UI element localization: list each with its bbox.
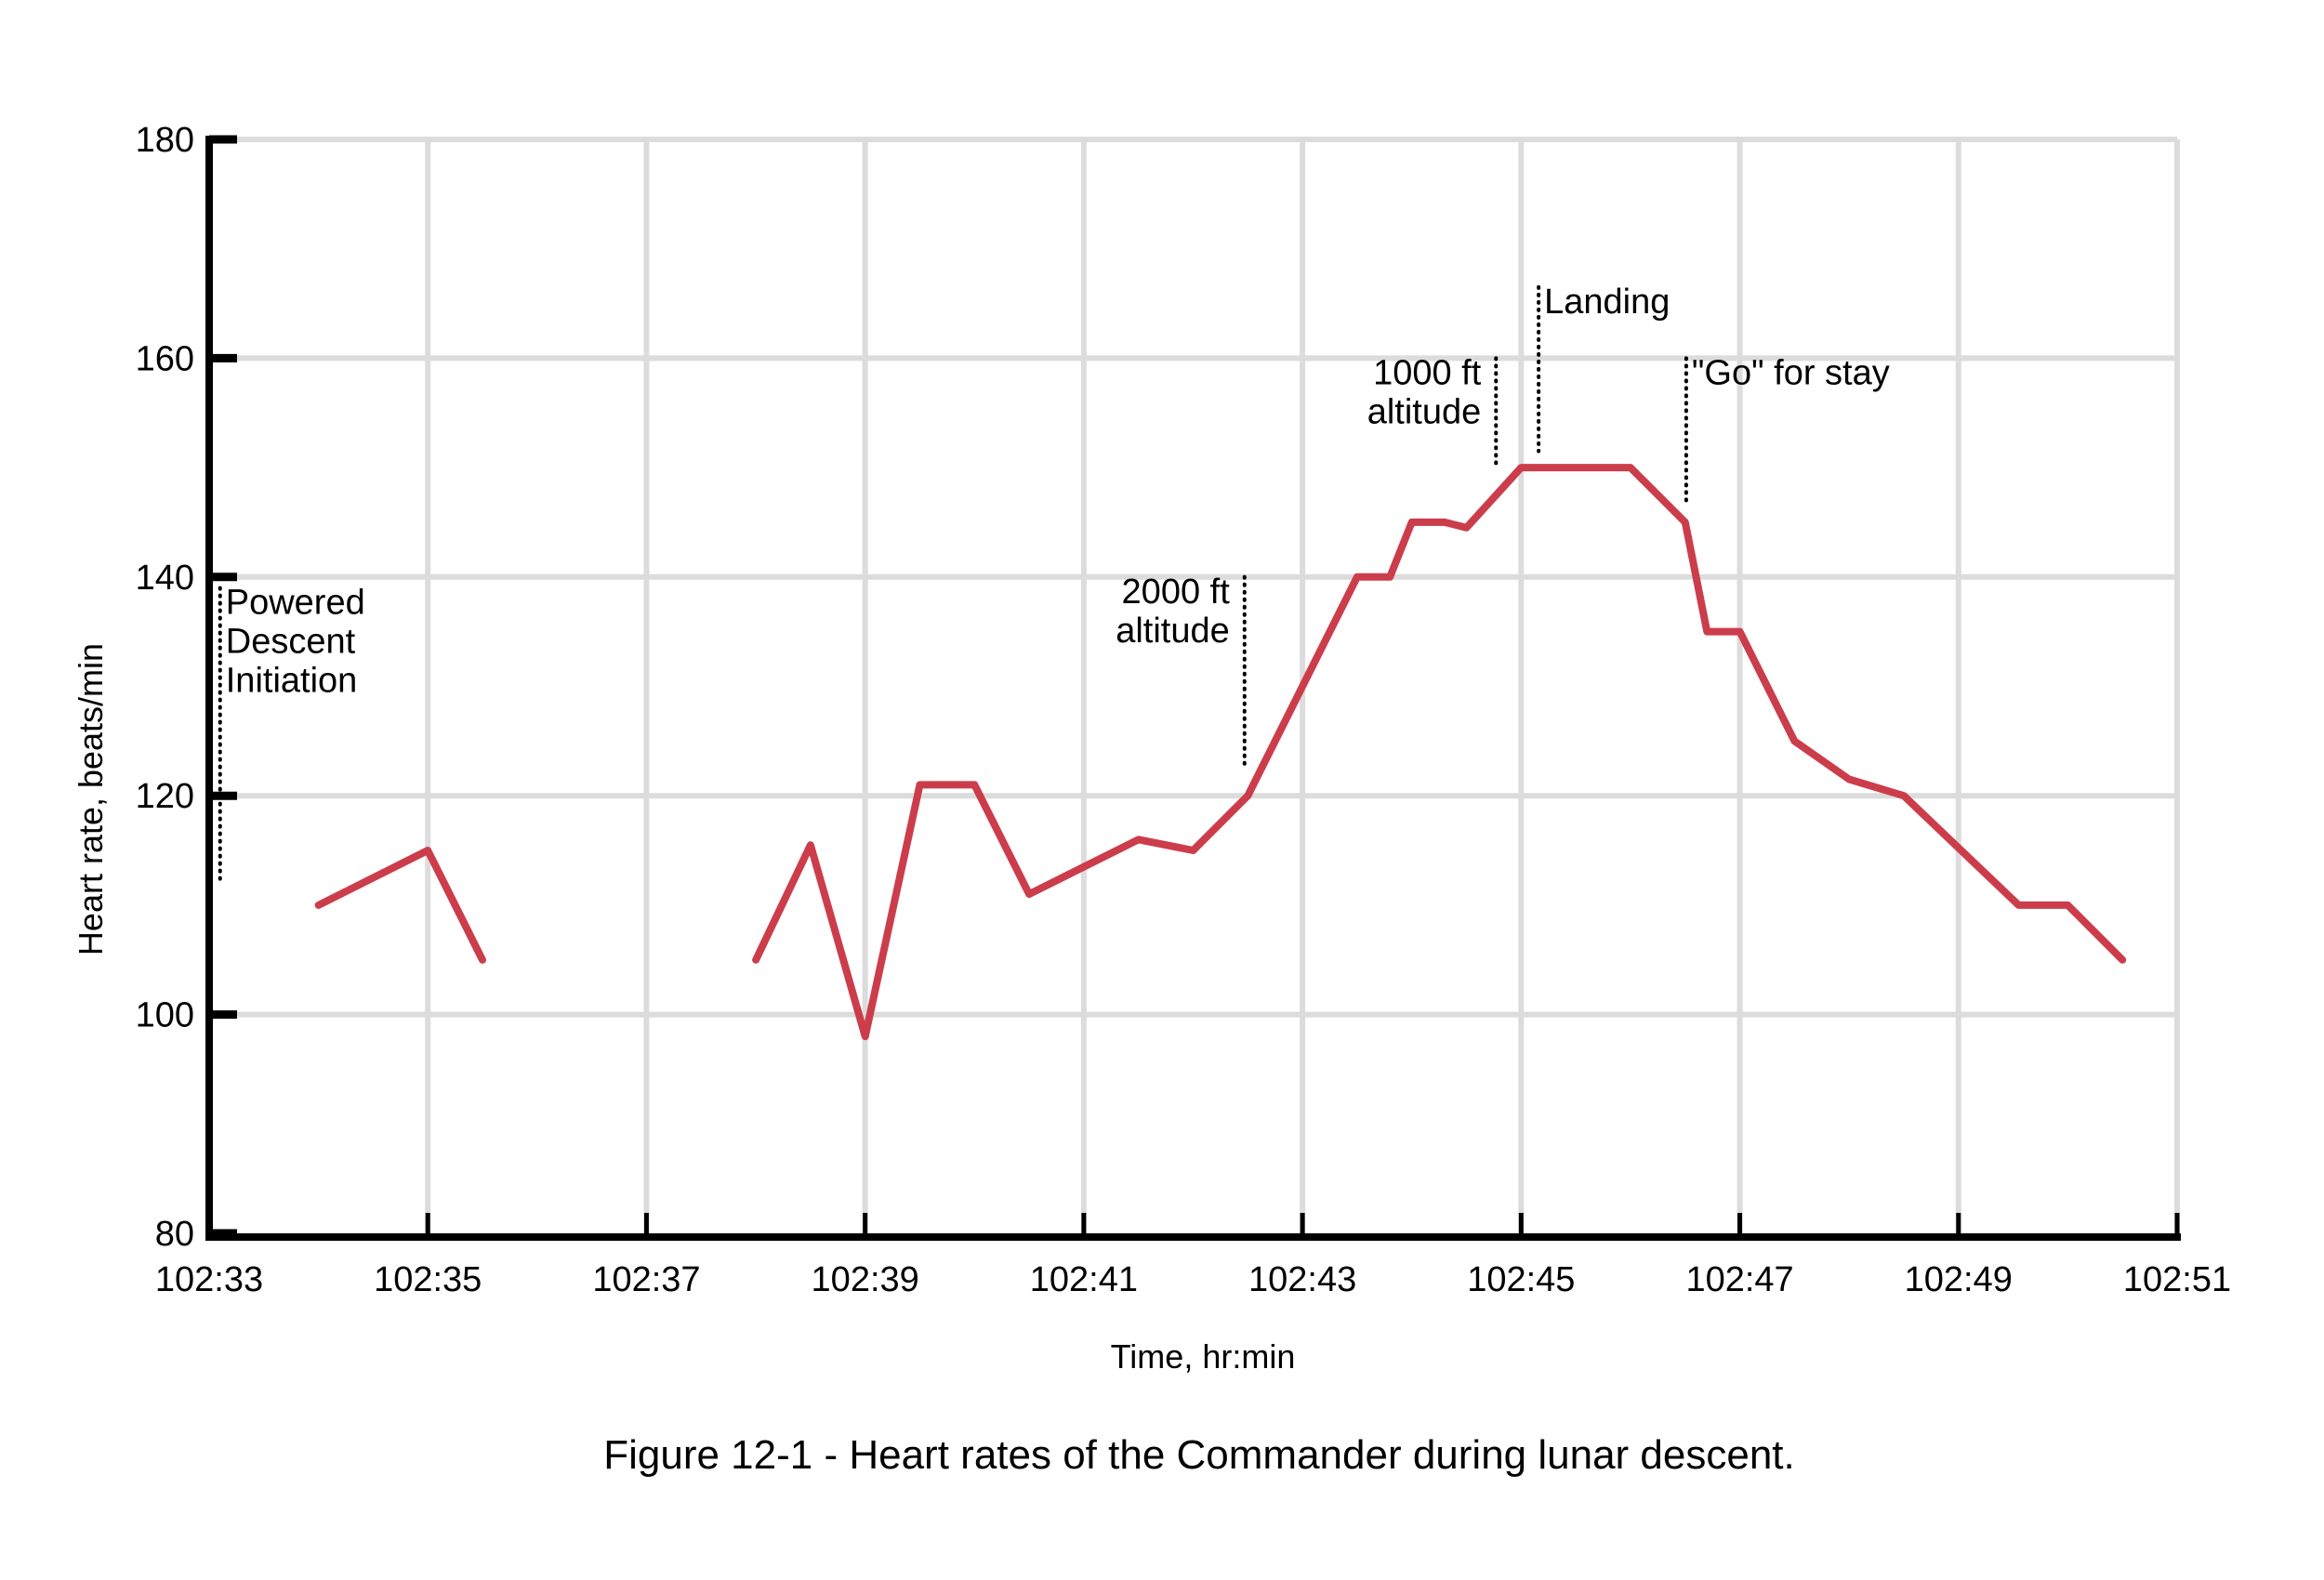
y-tick-label: 140 (136, 559, 194, 598)
y-tick-label: 180 (136, 121, 194, 160)
annotation-label-alt2000: altitude (1116, 612, 1230, 651)
annotation-label-alt1000: 1000 ft (1373, 353, 1482, 392)
x-tick-label: 102:45 (1467, 1260, 1575, 1299)
series-line-segment-1 (314, 847, 486, 964)
x-tick-label: 102:35 (374, 1260, 482, 1299)
y-tick-label: 120 (136, 777, 194, 816)
x-tick-label: 102:33 (155, 1260, 263, 1299)
annotation-label-go: "Go" for stay (1692, 353, 1890, 392)
x-tick-label: 102:43 (1248, 1260, 1356, 1299)
annotation-label-landing: Landing (1544, 283, 1670, 322)
axes (205, 135, 2181, 1241)
x-tick-label: 102:41 (1030, 1260, 1138, 1299)
x-tick-label: 102:51 (2123, 1260, 2231, 1299)
series-line-segment-2 (752, 464, 2127, 1041)
gridlines (209, 137, 2180, 1233)
annotation-label-alt2000: 2000 ft (1122, 573, 1231, 612)
figure-caption: Figure 12-1 - Heart rates of the Command… (603, 1432, 1795, 1478)
annotation-label-alt1000: altitude (1367, 392, 1482, 431)
x-tick-label: 102:47 (1685, 1260, 1793, 1299)
annotation-label-pdi: Initiation (226, 662, 358, 701)
annotation-label-pdi: Descent (226, 623, 356, 662)
tick-labels: 80 100 120 140 160 180 102:33 102:35 102:37 102:3… (136, 121, 2232, 1299)
x-tick-label: 102:37 (592, 1260, 700, 1299)
x-axis-title: Time, hr:min (1111, 1337, 1296, 1376)
y-tick-label: 160 (136, 339, 194, 378)
series-layer (314, 464, 2127, 1041)
y-tick-label: 100 (136, 996, 194, 1035)
y-axis-title: Heart rate, beats/min (72, 643, 110, 955)
x-tick-label: 102:39 (812, 1260, 919, 1299)
y-tick-label: 80 (155, 1215, 194, 1254)
annotation-label-pdi: Powered (226, 584, 365, 623)
x-tick-label: 102:49 (1905, 1260, 2013, 1299)
